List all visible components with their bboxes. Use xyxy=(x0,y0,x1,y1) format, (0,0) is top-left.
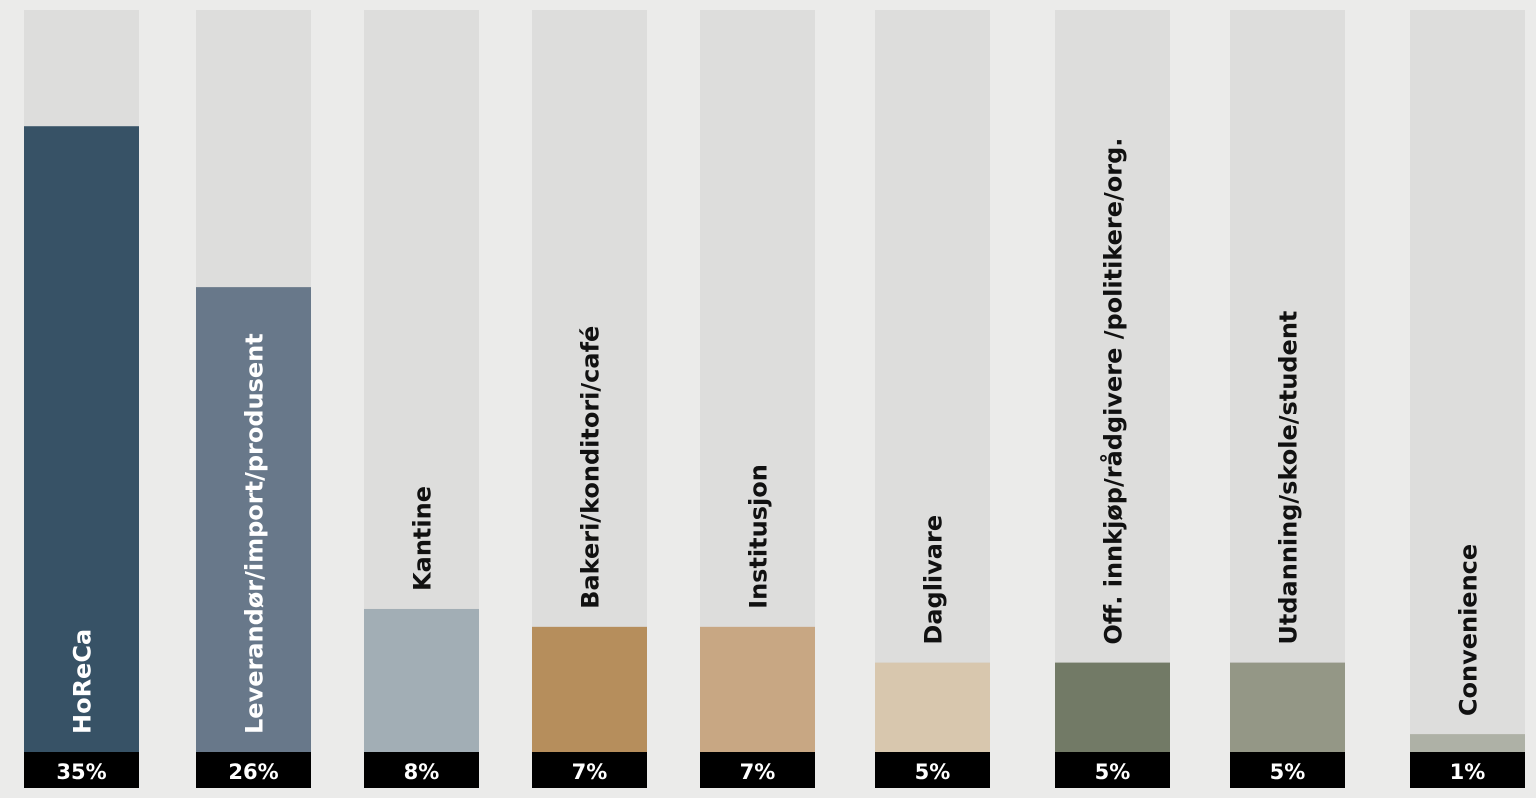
value-label-box xyxy=(1055,752,1170,788)
bar-track xyxy=(1230,10,1345,752)
value-label: 35% xyxy=(56,760,106,784)
bar xyxy=(364,608,479,752)
bar xyxy=(532,626,647,752)
value-label-box xyxy=(875,752,990,788)
bar-track xyxy=(1055,10,1170,752)
category-label: Bakeri/konditori/café xyxy=(577,326,605,609)
value-label-box xyxy=(700,752,815,788)
bar xyxy=(700,626,815,752)
value-label: 7% xyxy=(572,760,608,784)
category-label: HoReCa xyxy=(69,629,97,734)
value-label: 5% xyxy=(915,760,951,784)
bar xyxy=(1230,662,1345,752)
category-label: Utdanning/skole/student xyxy=(1275,311,1303,645)
bar xyxy=(1055,662,1170,752)
value-label-box xyxy=(1410,752,1525,788)
category-label: Off. innkjøp/rådgivere /politikere/org. xyxy=(1099,138,1128,645)
value-label: 5% xyxy=(1095,760,1131,784)
value-label: 26% xyxy=(228,760,278,784)
category-label: Institusjon xyxy=(745,464,773,609)
value-label-box xyxy=(196,752,311,788)
bar xyxy=(24,126,139,753)
category-label: Convenience xyxy=(1455,544,1483,716)
value-label-box xyxy=(364,752,479,788)
value-label: 5% xyxy=(1270,760,1306,784)
value-label: 1% xyxy=(1450,760,1486,784)
bar-track xyxy=(1410,10,1525,752)
category-label: Leverandør/import/produsent xyxy=(241,333,269,734)
bar xyxy=(196,287,311,752)
value-label-box xyxy=(1230,752,1345,788)
bar xyxy=(1410,734,1525,752)
bar-track xyxy=(875,10,990,752)
category-label: Kantine xyxy=(409,486,437,591)
value-label: 7% xyxy=(740,760,776,784)
value-label-box xyxy=(532,752,647,788)
category-label: Daglivare xyxy=(920,515,948,645)
value-label-box xyxy=(24,752,139,788)
bar xyxy=(875,662,990,752)
value-label: 8% xyxy=(404,760,440,784)
